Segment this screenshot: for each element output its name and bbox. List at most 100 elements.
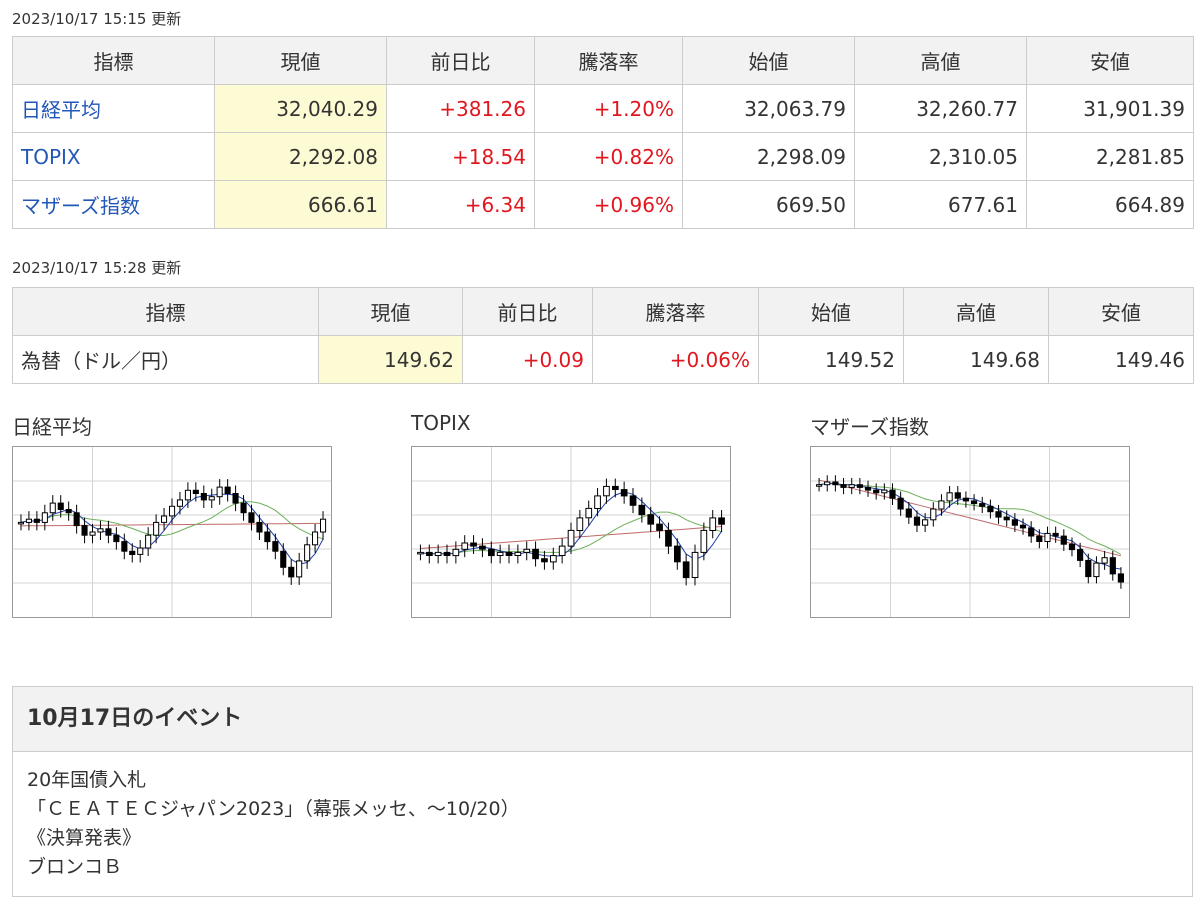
topix-chart-title: TOPIX [411,411,471,435]
candle-body [176,499,183,507]
candle-body [288,566,295,578]
candle-body [987,505,994,513]
index-name-cell: TOPIX [12,132,215,181]
candle-body [691,551,699,579]
candle-body [216,486,223,498]
candle-body [946,492,953,502]
current-value: 32,040.29 [214,84,387,133]
nikkei-chart[interactable] [12,446,332,618]
header-low: 安値 [1048,287,1194,336]
table-row: TOPIX 2,292.08 +18.54 +0.82% 2,298.09 2,… [12,132,1194,181]
candle-body [426,551,433,557]
indices-table: 指標 現値 前日比 騰落率 始値 高値 安値 日経平均 32,040.29 +3… [12,36,1194,229]
candle-body [57,502,64,510]
candle-body [470,542,477,547]
index-link-nikkei[interactable]: 日経平均 [21,98,101,122]
ma-mid-line [819,482,1122,555]
header-current: 現値 [318,287,463,336]
table-row: マザーズ指数 666.61 +6.34 +0.96% 669.50 677.61… [12,180,1194,229]
candle-body [523,548,531,553]
candle-body [856,484,863,488]
candle-body [208,496,215,501]
open-value: 2,298.09 [682,132,855,181]
candle-body [161,515,168,523]
events-title: 10月17日のイベント [13,687,1192,752]
candle-body [881,489,888,494]
topix-candlestick-chart [412,447,730,617]
candle-body [1101,557,1108,564]
candle-body [280,550,287,568]
candle-body [558,545,566,556]
list-item: 「ＣＥＡＴＥＣジャパン2023」（幕張メッセ、～10/20） [27,798,520,820]
rate-value: +1.20% [534,84,683,133]
candle-body [169,505,176,517]
candle-body [541,558,548,563]
candle-body [81,525,88,536]
index-link-topix[interactable]: TOPIX [21,144,81,169]
candle-body [816,484,823,487]
change-value: +6.34 [386,180,535,229]
table-row: 日経平均 32,040.29 +381.26 +1.20% 32,063.79 … [12,84,1194,133]
candle-body [709,517,717,532]
candle-body [1093,562,1100,578]
high-value: 32,260.77 [854,84,1027,133]
header-rate: 騰落率 [592,287,759,336]
candle-body [248,512,255,523]
header-high: 高値 [854,36,1027,85]
candle-body [620,489,628,497]
candle-body [674,545,681,563]
candle-body [1060,535,1067,545]
current-value: 2,292.08 [214,132,387,181]
index-name-cell: 日経平均 [12,84,215,133]
change-value: +0.09 [462,335,593,384]
low-value: 2,281.85 [1026,132,1194,181]
index-link-mothers[interactable]: マザーズ指数 [21,194,140,218]
candle-body [1036,535,1043,542]
candle-body [49,502,56,514]
indices-header-row: 指標 現値 前日比 騰落率 始値 高値 安値 [12,36,1194,85]
low-value: 31,901.39 [1026,84,1194,133]
candle-body [897,497,904,510]
candle-body [514,551,522,557]
header-high: 高値 [903,287,1049,336]
candle-body [873,489,880,494]
header-open: 始値 [682,36,855,85]
candle-body [979,503,986,507]
candle-body [824,481,831,486]
candle-body [296,560,303,578]
nikkei-candlestick-chart [13,447,331,617]
candle-body [240,502,247,514]
candle-body [585,507,593,519]
candle-body [594,495,601,510]
header-change: 前日比 [462,287,593,336]
header-change: 前日比 [386,36,535,85]
candle-body [922,519,929,526]
candle-body [65,509,72,514]
candle-body [417,551,424,555]
fx-table: 指標 現値 前日比 騰落率 始値 高値 安値 為替（ドル／円） 149.62 +… [12,287,1194,384]
rate-value: +0.82% [534,132,683,181]
candle-body [105,528,112,536]
rate-value: +0.96% [534,180,683,229]
candle-body [256,521,263,533]
change-value: +18.54 [386,132,535,181]
candle-body [718,517,725,525]
change-value: +381.26 [386,84,535,133]
candle-body [1044,532,1051,543]
header-low: 安値 [1026,36,1194,85]
events-list: 20年国債入札 「ＣＥＡＴＥＣジャパン2023」（幕張メッセ、～10/20） 《… [13,752,1192,896]
candle-body [461,542,469,550]
topix-chart[interactable] [411,446,731,618]
candle-body [153,521,160,536]
current-value: 149.62 [318,335,463,384]
candle-body [1077,549,1084,561]
open-value: 149.52 [758,335,904,384]
candle-body [603,485,610,497]
mothers-chart[interactable] [810,446,1130,618]
fx-updated-time: 2023/10/17 15:28 更新 [12,259,182,277]
fx-header-row: 指標 現値 前日比 騰落率 始値 高値 安値 [12,287,1194,336]
candle-body [129,550,136,556]
candle-body [848,484,855,488]
mothers-chart-title: マザーズ指数 [810,415,929,439]
candle-body [97,528,104,533]
